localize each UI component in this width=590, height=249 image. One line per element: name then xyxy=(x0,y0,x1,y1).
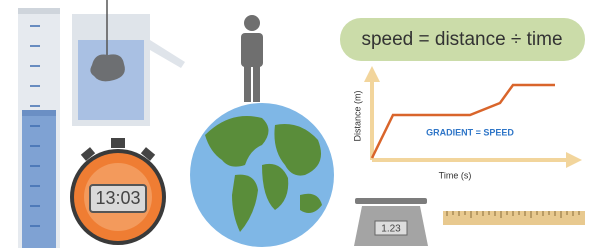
scale-display: 1.23 xyxy=(381,224,401,235)
stopwatch: 13:03 xyxy=(70,138,166,245)
graph: GRADIENT = SPEED Distance (m) Time (s) xyxy=(352,66,582,180)
page: 13:03 speed = distance ÷ time GRADIENT =… xyxy=(0,0,590,249)
stopwatch-display: 13:03 xyxy=(95,188,140,208)
scale: 1.23 xyxy=(354,198,428,246)
beaker xyxy=(72,0,185,126)
y-axis-label: Distance (m) xyxy=(352,90,362,141)
illustration: 13:03 speed = distance ÷ time GRADIENT =… xyxy=(0,0,590,249)
measuring-cylinder xyxy=(18,8,60,248)
formula: speed = distance ÷ time xyxy=(361,29,562,50)
ruler xyxy=(443,211,585,225)
graph-annotation: GRADIENT = SPEED xyxy=(426,127,514,137)
x-axis-label: Time (s) xyxy=(439,170,472,180)
person xyxy=(241,15,263,102)
earth xyxy=(190,103,334,247)
